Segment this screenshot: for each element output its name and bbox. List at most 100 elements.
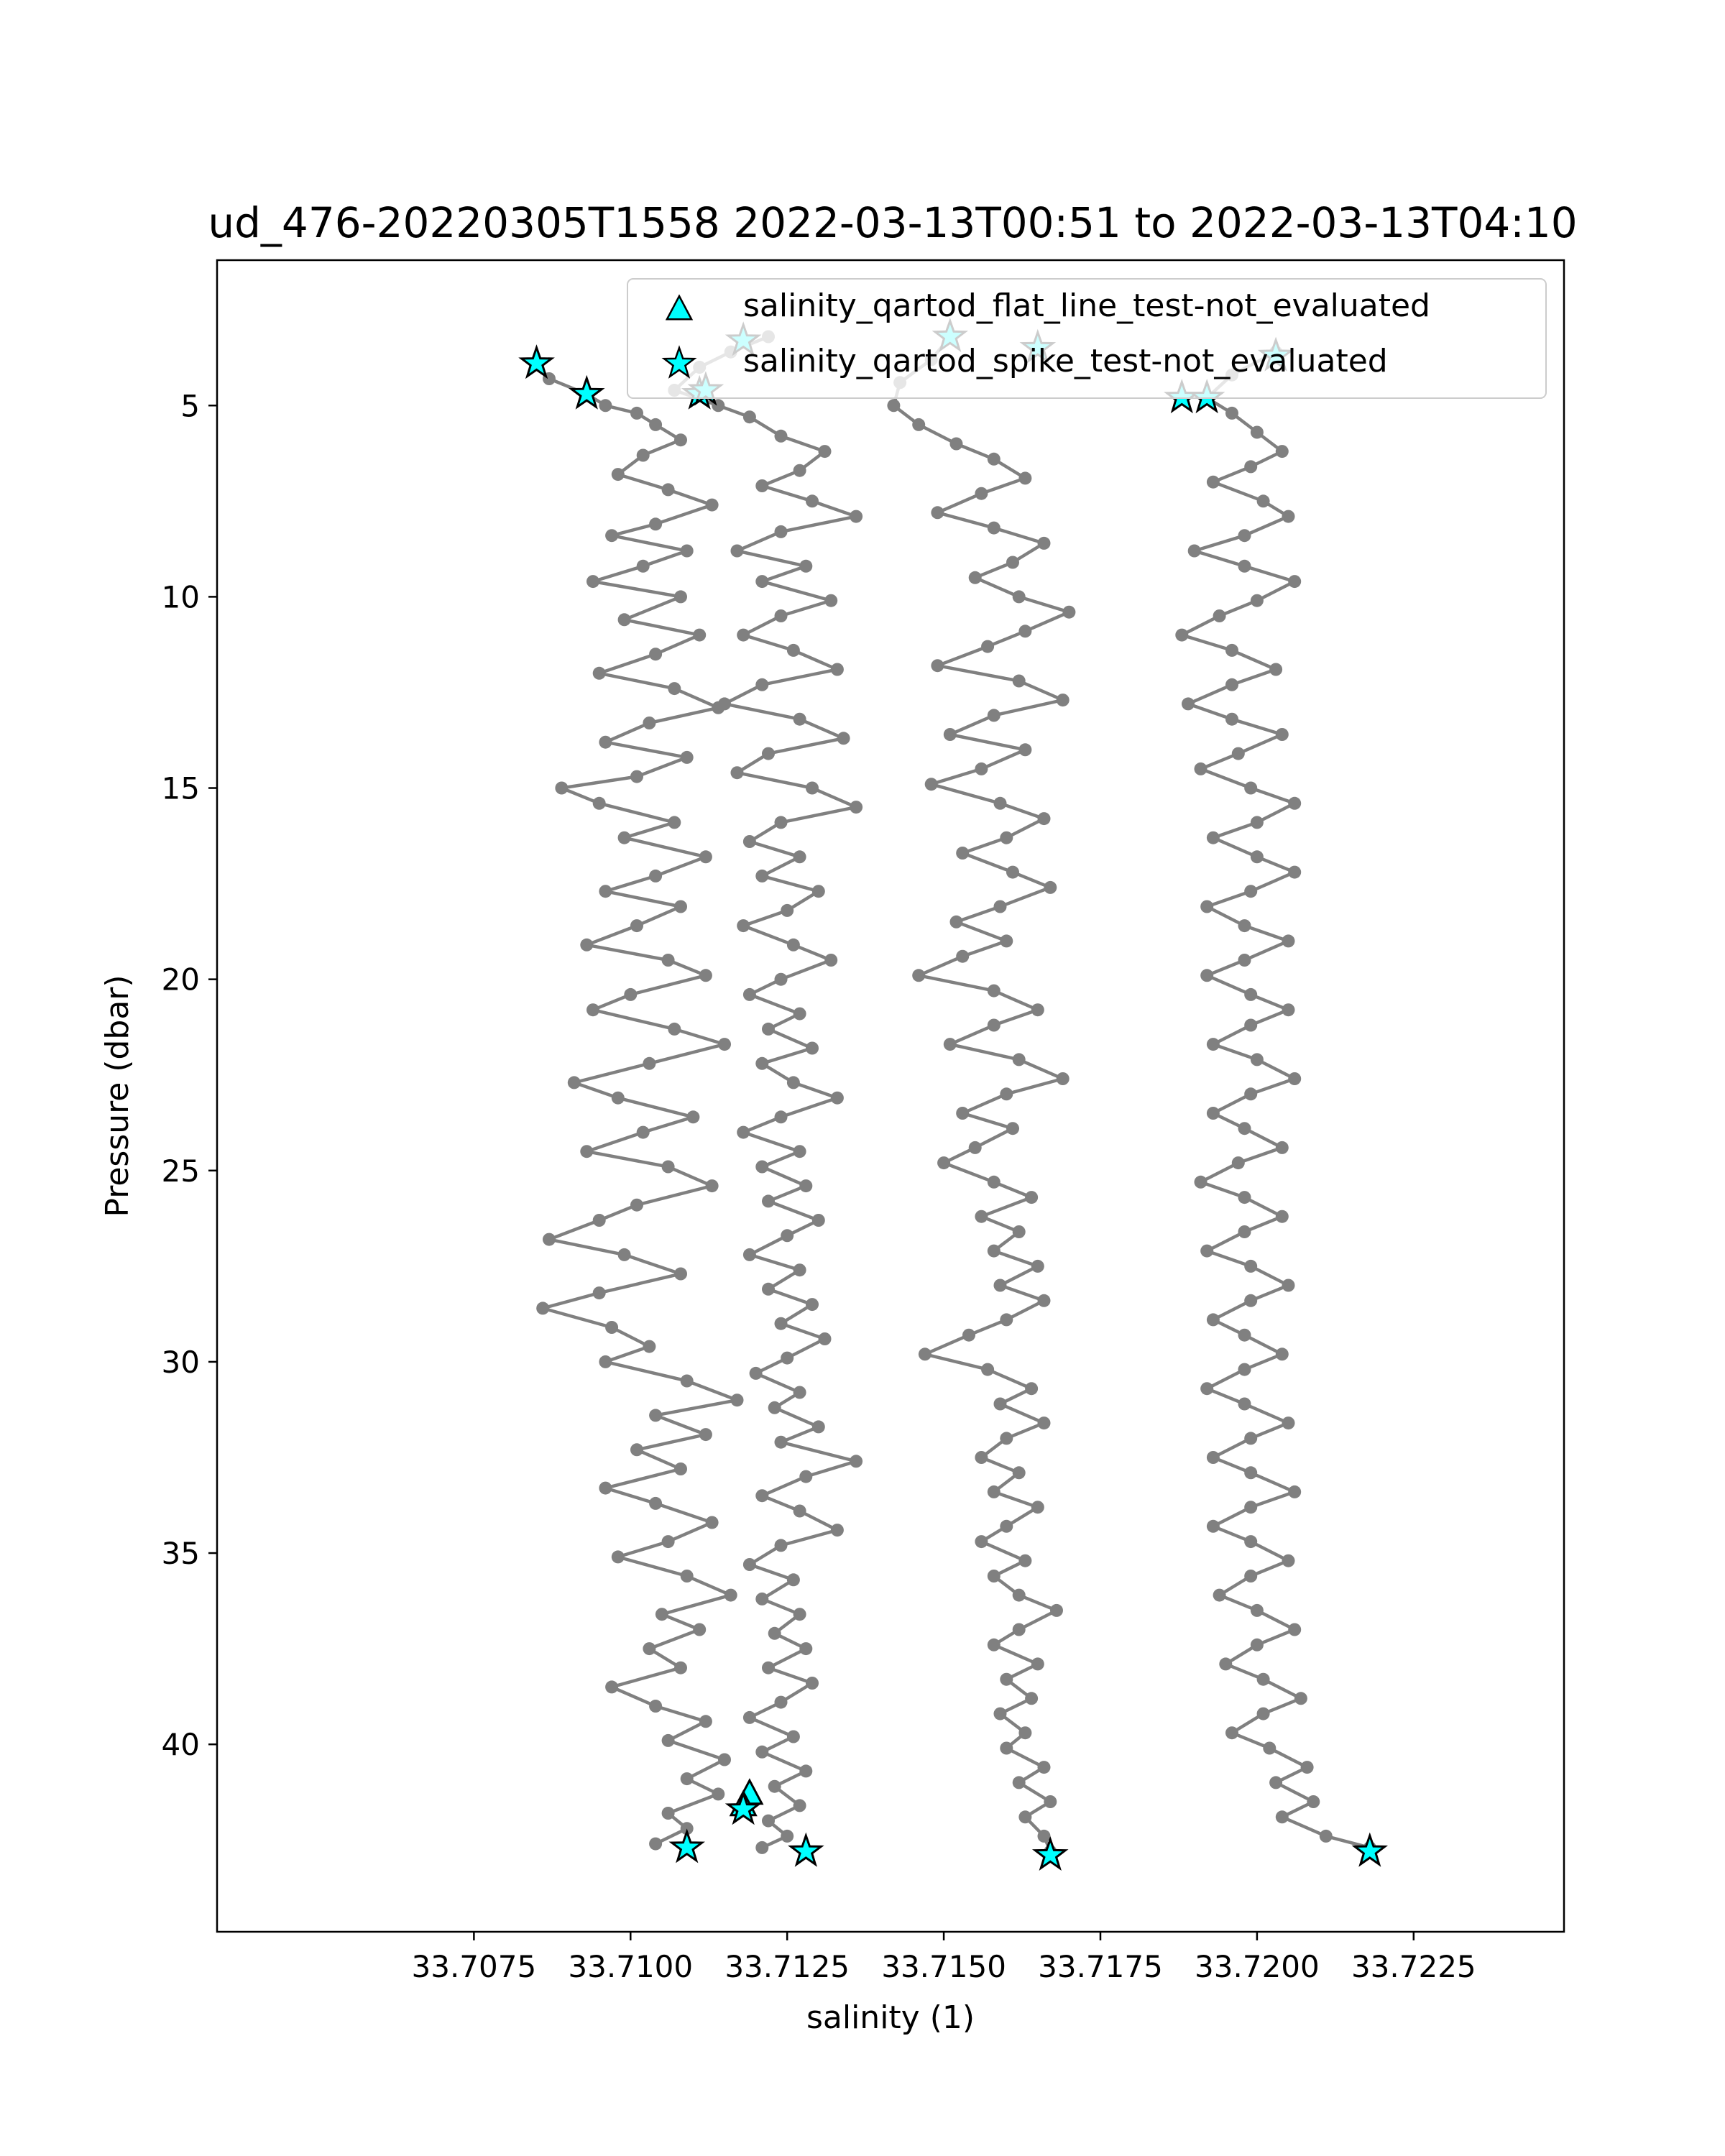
data-point <box>912 418 926 431</box>
data-point <box>680 750 694 764</box>
data-point <box>737 1125 750 1139</box>
data-point <box>580 938 594 952</box>
data-point <box>1250 1603 1264 1617</box>
data-point <box>649 648 663 661</box>
data-point <box>1244 1570 1258 1583</box>
data-point <box>981 640 995 653</box>
data-point <box>636 1125 650 1139</box>
data-point <box>931 506 944 520</box>
data-point <box>1000 1519 1013 1533</box>
data-point <box>699 1715 712 1728</box>
legend-triangle-marker <box>665 294 694 321</box>
profile-line-1 <box>535 362 739 1846</box>
data-point <box>661 1733 675 1747</box>
data-point <box>567 1076 581 1089</box>
data-point <box>830 1524 844 1537</box>
data-point <box>1025 1191 1039 1204</box>
data-point <box>968 1141 982 1154</box>
axes-frame <box>216 259 1565 1933</box>
data-point <box>1012 1225 1026 1238</box>
data-point <box>755 575 769 589</box>
data-point <box>1238 1363 1251 1376</box>
data-point <box>1250 425 1264 439</box>
data-point <box>786 1076 800 1089</box>
data-point <box>1288 575 1302 589</box>
data-point <box>1275 728 1289 741</box>
data-point <box>674 900 687 913</box>
data-point <box>993 1707 1007 1720</box>
data-point <box>850 1455 863 1468</box>
data-point <box>680 1772 694 1786</box>
data-point <box>1037 1829 1051 1843</box>
data-point <box>586 1003 599 1017</box>
data-point <box>1062 605 1076 619</box>
data-point <box>718 697 731 711</box>
x-axis: 33.7075 33.7100 33.7125 33.7150 33.7175 33.72… <box>412 1932 1476 1984</box>
data-point <box>1200 1244 1214 1258</box>
data-point <box>1000 1672 1013 1686</box>
data-point <box>1256 1707 1270 1720</box>
data-point <box>1307 1795 1320 1808</box>
spike-marker <box>668 1828 705 1864</box>
data-point <box>1000 1432 1013 1445</box>
data-point <box>987 521 1000 535</box>
data-point <box>887 399 901 413</box>
data-point <box>956 847 970 860</box>
data-point <box>649 1837 663 1851</box>
data-point <box>636 448 650 462</box>
data-point <box>811 1214 825 1227</box>
spike-marker <box>568 374 605 410</box>
data-point <box>1238 954 1251 967</box>
data-point <box>749 1366 763 1380</box>
data-point <box>1206 1451 1220 1464</box>
data-point <box>605 529 619 543</box>
data-point <box>592 1286 606 1300</box>
data-point <box>993 1279 1007 1292</box>
data-point <box>755 1841 769 1854</box>
data-point <box>793 1386 806 1399</box>
data-point <box>786 643 800 657</box>
data-point <box>1187 544 1201 558</box>
data-point <box>674 1661 687 1674</box>
data-point <box>762 1022 775 1036</box>
data-point <box>850 801 863 814</box>
data-point <box>737 919 750 933</box>
data-point <box>543 1233 556 1246</box>
data-point <box>975 762 988 775</box>
data-point <box>1282 1003 1295 1017</box>
data-point <box>649 1409 663 1422</box>
data-point <box>781 903 794 917</box>
data-point <box>630 1443 643 1457</box>
data-point <box>793 1608 806 1621</box>
data-point <box>1206 1107 1220 1120</box>
data-point <box>781 1351 794 1365</box>
data-point <box>755 1592 769 1606</box>
legend-box <box>627 278 1547 399</box>
data-point <box>824 594 838 607</box>
data-point <box>987 1485 1000 1498</box>
data-point <box>918 1348 932 1361</box>
data-point <box>649 517 663 531</box>
data-point <box>774 609 788 622</box>
data-point <box>611 1091 625 1105</box>
data-point <box>730 1393 744 1407</box>
data-point <box>1050 1603 1063 1617</box>
data-point <box>742 410 756 424</box>
data-point <box>1244 781 1258 795</box>
x-tick-label: 33.7125 <box>724 1949 850 1984</box>
data-point <box>1225 1726 1238 1740</box>
data-point <box>786 1730 800 1743</box>
data-point <box>630 1198 643 1212</box>
data-point <box>661 1807 675 1820</box>
data-point <box>617 613 631 627</box>
data-point <box>774 525 788 538</box>
data-point <box>1012 1466 1026 1480</box>
data-point <box>1250 1638 1264 1651</box>
data-point <box>718 1753 731 1766</box>
data-point <box>1018 1554 1032 1567</box>
data-point <box>1018 471 1032 485</box>
data-point <box>605 1680 619 1694</box>
x-tick-label: 33.7175 <box>1038 1949 1163 1984</box>
data-point <box>1288 1485 1302 1498</box>
data-point <box>1012 1623 1026 1636</box>
